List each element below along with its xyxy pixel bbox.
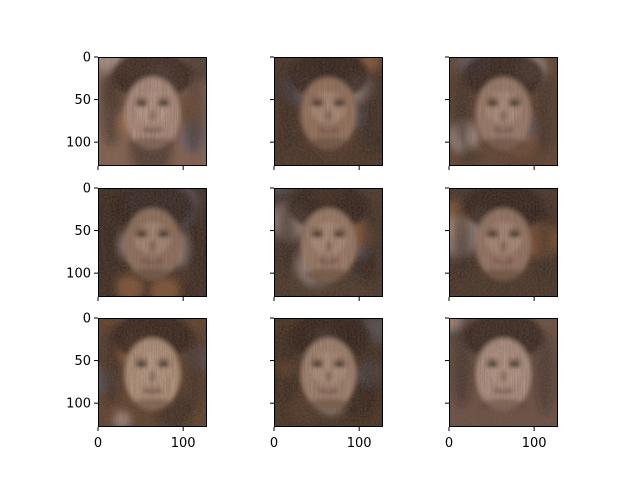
axes-frame: [98, 57, 207, 166]
y-tick-label: 100: [66, 136, 91, 151]
axes-frame: [449, 57, 558, 166]
axes-frame: [449, 318, 558, 427]
x-tick-label: 0: [445, 436, 453, 451]
x-tick-label: 100: [171, 436, 196, 451]
image-panel-r2c2: [270, 187, 383, 301]
y-tick-label: 50: [74, 224, 91, 239]
axes-frame: [98, 188, 207, 297]
face-image: [98, 57, 207, 166]
x-tick-label: 100: [347, 436, 372, 451]
y-tick-label: 100: [66, 267, 91, 282]
face-image: [98, 318, 207, 427]
x-tick-label: 100: [522, 436, 547, 451]
y-tick-label: 50: [74, 354, 91, 369]
y-tick-label: 50: [74, 93, 91, 108]
axes-frame: [449, 188, 558, 297]
face-image: [449, 318, 558, 427]
image-panel-r3c2: 0 100: [270, 317, 383, 451]
image-panel-r3c1: 0 50 100 0 100: [66, 312, 207, 451]
image-panel-r1c3: [445, 56, 558, 170]
x-tick-label: 0: [270, 436, 278, 451]
face-image: [449, 57, 558, 166]
image-panel-r1c2: [270, 56, 383, 170]
face-image: [274, 188, 383, 297]
y-tick-label: 0: [83, 312, 91, 327]
axes-frame: [98, 318, 207, 427]
x-tick-label: 0: [94, 436, 102, 451]
image-panel-r3c3: 0 100: [445, 317, 558, 451]
face-image: [449, 188, 558, 297]
axes-frame: [274, 57, 383, 166]
y-tick-label: 0: [83, 51, 91, 66]
y-tick-label: 100: [66, 397, 91, 412]
face-image: [274, 57, 383, 166]
face-image: [98, 188, 207, 297]
y-tick-label: 0: [83, 182, 91, 197]
image-panel-r2c3: [445, 187, 558, 301]
axes-frame: [274, 318, 383, 427]
axes-frame: [274, 188, 383, 297]
image-panel-r2c1: 0 50 100: [66, 182, 207, 301]
face-image: [274, 318, 383, 427]
image-panel-r1c1: 0 50 100: [66, 51, 207, 170]
